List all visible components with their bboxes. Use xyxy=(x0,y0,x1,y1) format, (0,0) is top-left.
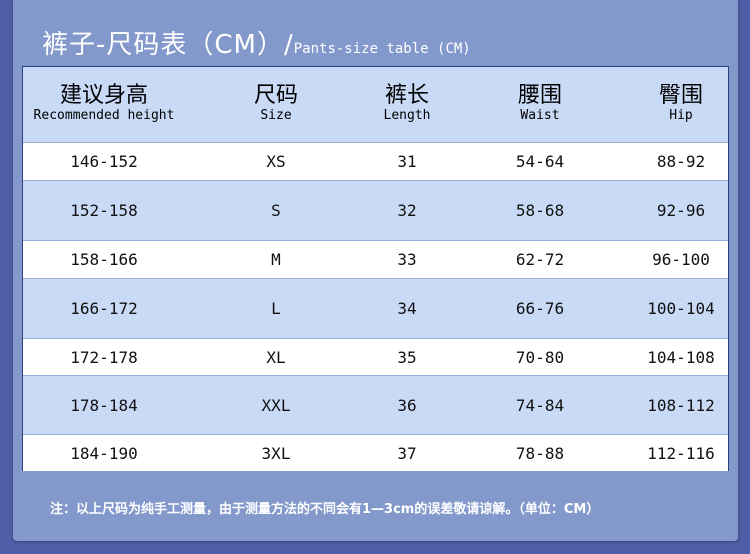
table-cell: 178-184 xyxy=(70,395,138,415)
table-cell: 32 xyxy=(397,201,417,220)
header-en: Length xyxy=(383,108,431,123)
table-row: 146-152 XS 31 54-64 88-92 xyxy=(23,142,728,180)
table-cell: 146-152 xyxy=(70,152,138,171)
header-zh: 建议身高 xyxy=(59,83,149,108)
table-cell: 166-172 xyxy=(70,299,138,318)
column-header: 裤长 Length xyxy=(384,83,431,123)
table-cell: 66-76 xyxy=(515,299,565,318)
header-en: Size xyxy=(260,108,292,123)
column-header: 建议身高 Recommended height xyxy=(34,83,175,123)
measurement-note: 注：以上尺码为纯手工测量，由于测量方法的不同会有1—3cm的误差敬请谅解。（单位… xyxy=(50,502,600,517)
header-en: Waist xyxy=(520,108,560,123)
table-cell: 112-116 xyxy=(647,443,715,463)
table-cell: 3XL xyxy=(261,443,291,463)
table-cell: 108-112 xyxy=(647,395,715,415)
size-table: 建议身高 Recommended height 尺码 Size 裤长 Length 腰围 Wa… xyxy=(22,66,729,471)
header-zh: 裤长 xyxy=(384,83,429,108)
table-cell: 58-68 xyxy=(515,201,565,220)
table-cell: XS xyxy=(266,152,286,171)
table-cell: 33 xyxy=(397,250,417,269)
title-zh: 裤子-尺码表（CM）/ xyxy=(42,30,294,60)
header-zh: 尺码 xyxy=(253,83,299,108)
header-zh: 臀围 xyxy=(658,83,704,108)
page-title: 裤子-尺码表（CM）/Pants-size table (CM) xyxy=(42,24,471,61)
table-cell: 96-100 xyxy=(652,250,710,269)
table-row: 172-178 XL 35 70-80 104-108 xyxy=(23,338,728,375)
column-header: 臀围 Hip xyxy=(659,83,703,123)
table-cell: 88-92 xyxy=(656,152,706,171)
table-cell: 158-166 xyxy=(70,250,138,269)
table-cell: 31 xyxy=(397,152,417,171)
table-cell: XXL xyxy=(261,395,291,415)
table-cell: M xyxy=(271,250,281,269)
table-cell: 78-88 xyxy=(515,443,565,463)
table-cell: 62-72 xyxy=(515,250,565,269)
table-cell: 74-84 xyxy=(515,395,565,415)
table-row: 184-190 3XL 37 78-88 112-116 xyxy=(23,434,728,471)
table-cell: 172-178 xyxy=(70,347,138,367)
column-header: 腰围 Waist xyxy=(518,83,562,123)
table-row: 166-172 L 34 66-76 100-104 xyxy=(23,278,728,338)
column-header: 尺码 Size xyxy=(254,83,298,123)
title-en: Pants-size table (CM) xyxy=(293,41,471,57)
table-cell: 152-158 xyxy=(70,201,138,220)
table-cell: S xyxy=(271,201,281,220)
table-cell: 37 xyxy=(397,443,417,463)
table-cell: 35 xyxy=(397,347,417,367)
table-cell: 92-96 xyxy=(656,201,706,220)
table-cell: 100-104 xyxy=(647,299,715,318)
table-row: 178-184 XXL 36 74-84 108-112 xyxy=(23,375,728,434)
header-en: Recommended height xyxy=(33,108,175,123)
table-cell: L xyxy=(271,299,281,318)
table-row: 152-158 S 32 58-68 92-96 xyxy=(23,180,728,240)
header-en: Hip xyxy=(669,108,693,123)
header-row: 建议身高 Recommended height 尺码 Size 裤长 Length 腰围 Wa… xyxy=(23,67,728,142)
table-cell: 184-190 xyxy=(70,443,138,463)
table-cell: 54-64 xyxy=(515,152,565,171)
header-zh: 腰围 xyxy=(517,83,563,108)
table-cell: 104-108 xyxy=(647,347,715,367)
table-cell: 34 xyxy=(397,299,417,318)
table-cell: 70-80 xyxy=(515,347,565,367)
table-row: 158-166 M 33 62-72 96-100 xyxy=(23,240,728,278)
table-cell: 36 xyxy=(397,395,417,415)
table-cell: XL xyxy=(266,347,286,367)
